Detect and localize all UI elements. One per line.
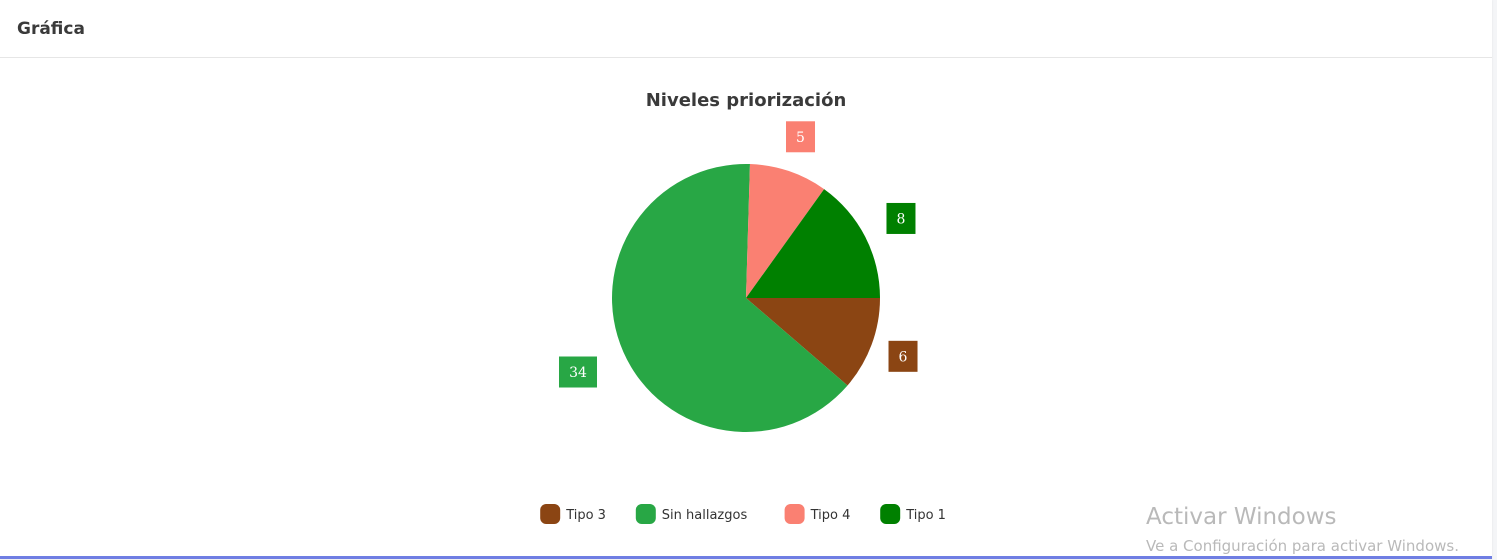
pie-slice-sin-hallazgos[interactable] xyxy=(612,164,848,432)
data-label-value: 6 xyxy=(899,349,908,365)
legend-swatch xyxy=(784,504,805,524)
legend-item-tipo-4[interactable]: Tipo 4 xyxy=(784,504,851,524)
legend-label: Tipo 1 xyxy=(905,508,946,523)
data-label: 8 xyxy=(886,202,916,234)
legend-swatch xyxy=(635,504,656,524)
data-label: 5 xyxy=(786,121,816,153)
pie-slice-tipo-4[interactable] xyxy=(746,164,825,298)
data-label-box xyxy=(888,340,918,372)
pie-chart: Niveles priorización 6 34 5 8 Tipo 3 Sin halla… xyxy=(540,90,946,524)
legend-item-tipo-3[interactable]: Tipo 3 xyxy=(540,504,606,524)
legend-label: Tipo 3 xyxy=(565,508,606,523)
card-title: Gráfica xyxy=(17,18,85,39)
legend-label: Tipo 4 xyxy=(810,508,851,523)
data-label-box xyxy=(558,356,597,388)
legend-swatch xyxy=(540,504,561,524)
legend-swatch xyxy=(880,504,901,524)
data-label-value: 8 xyxy=(897,211,906,227)
data-label-box xyxy=(886,202,916,234)
legend-label: Sin hallazgos xyxy=(662,508,748,523)
chart-area: Niveles priorización 6 34 5 8 Tipo 3 Sin halla… xyxy=(0,59,1492,553)
legend-item-sin-hallazgos[interactable]: Sin hallazgos xyxy=(635,504,748,524)
legend-item-tipo-1[interactable]: Tipo 1 xyxy=(880,504,946,524)
data-label: 34 xyxy=(558,356,597,388)
chart-title: Niveles priorización xyxy=(646,90,847,111)
data-label-value: 34 xyxy=(569,365,587,381)
data-label-box xyxy=(786,121,816,153)
pie-slice-tipo-1[interactable] xyxy=(746,189,880,298)
card-header: Gráfica xyxy=(0,0,1492,58)
data-label: 6 xyxy=(888,340,918,372)
pie-slice-tipo-3[interactable] xyxy=(746,298,880,386)
data-label-value: 5 xyxy=(796,130,805,146)
